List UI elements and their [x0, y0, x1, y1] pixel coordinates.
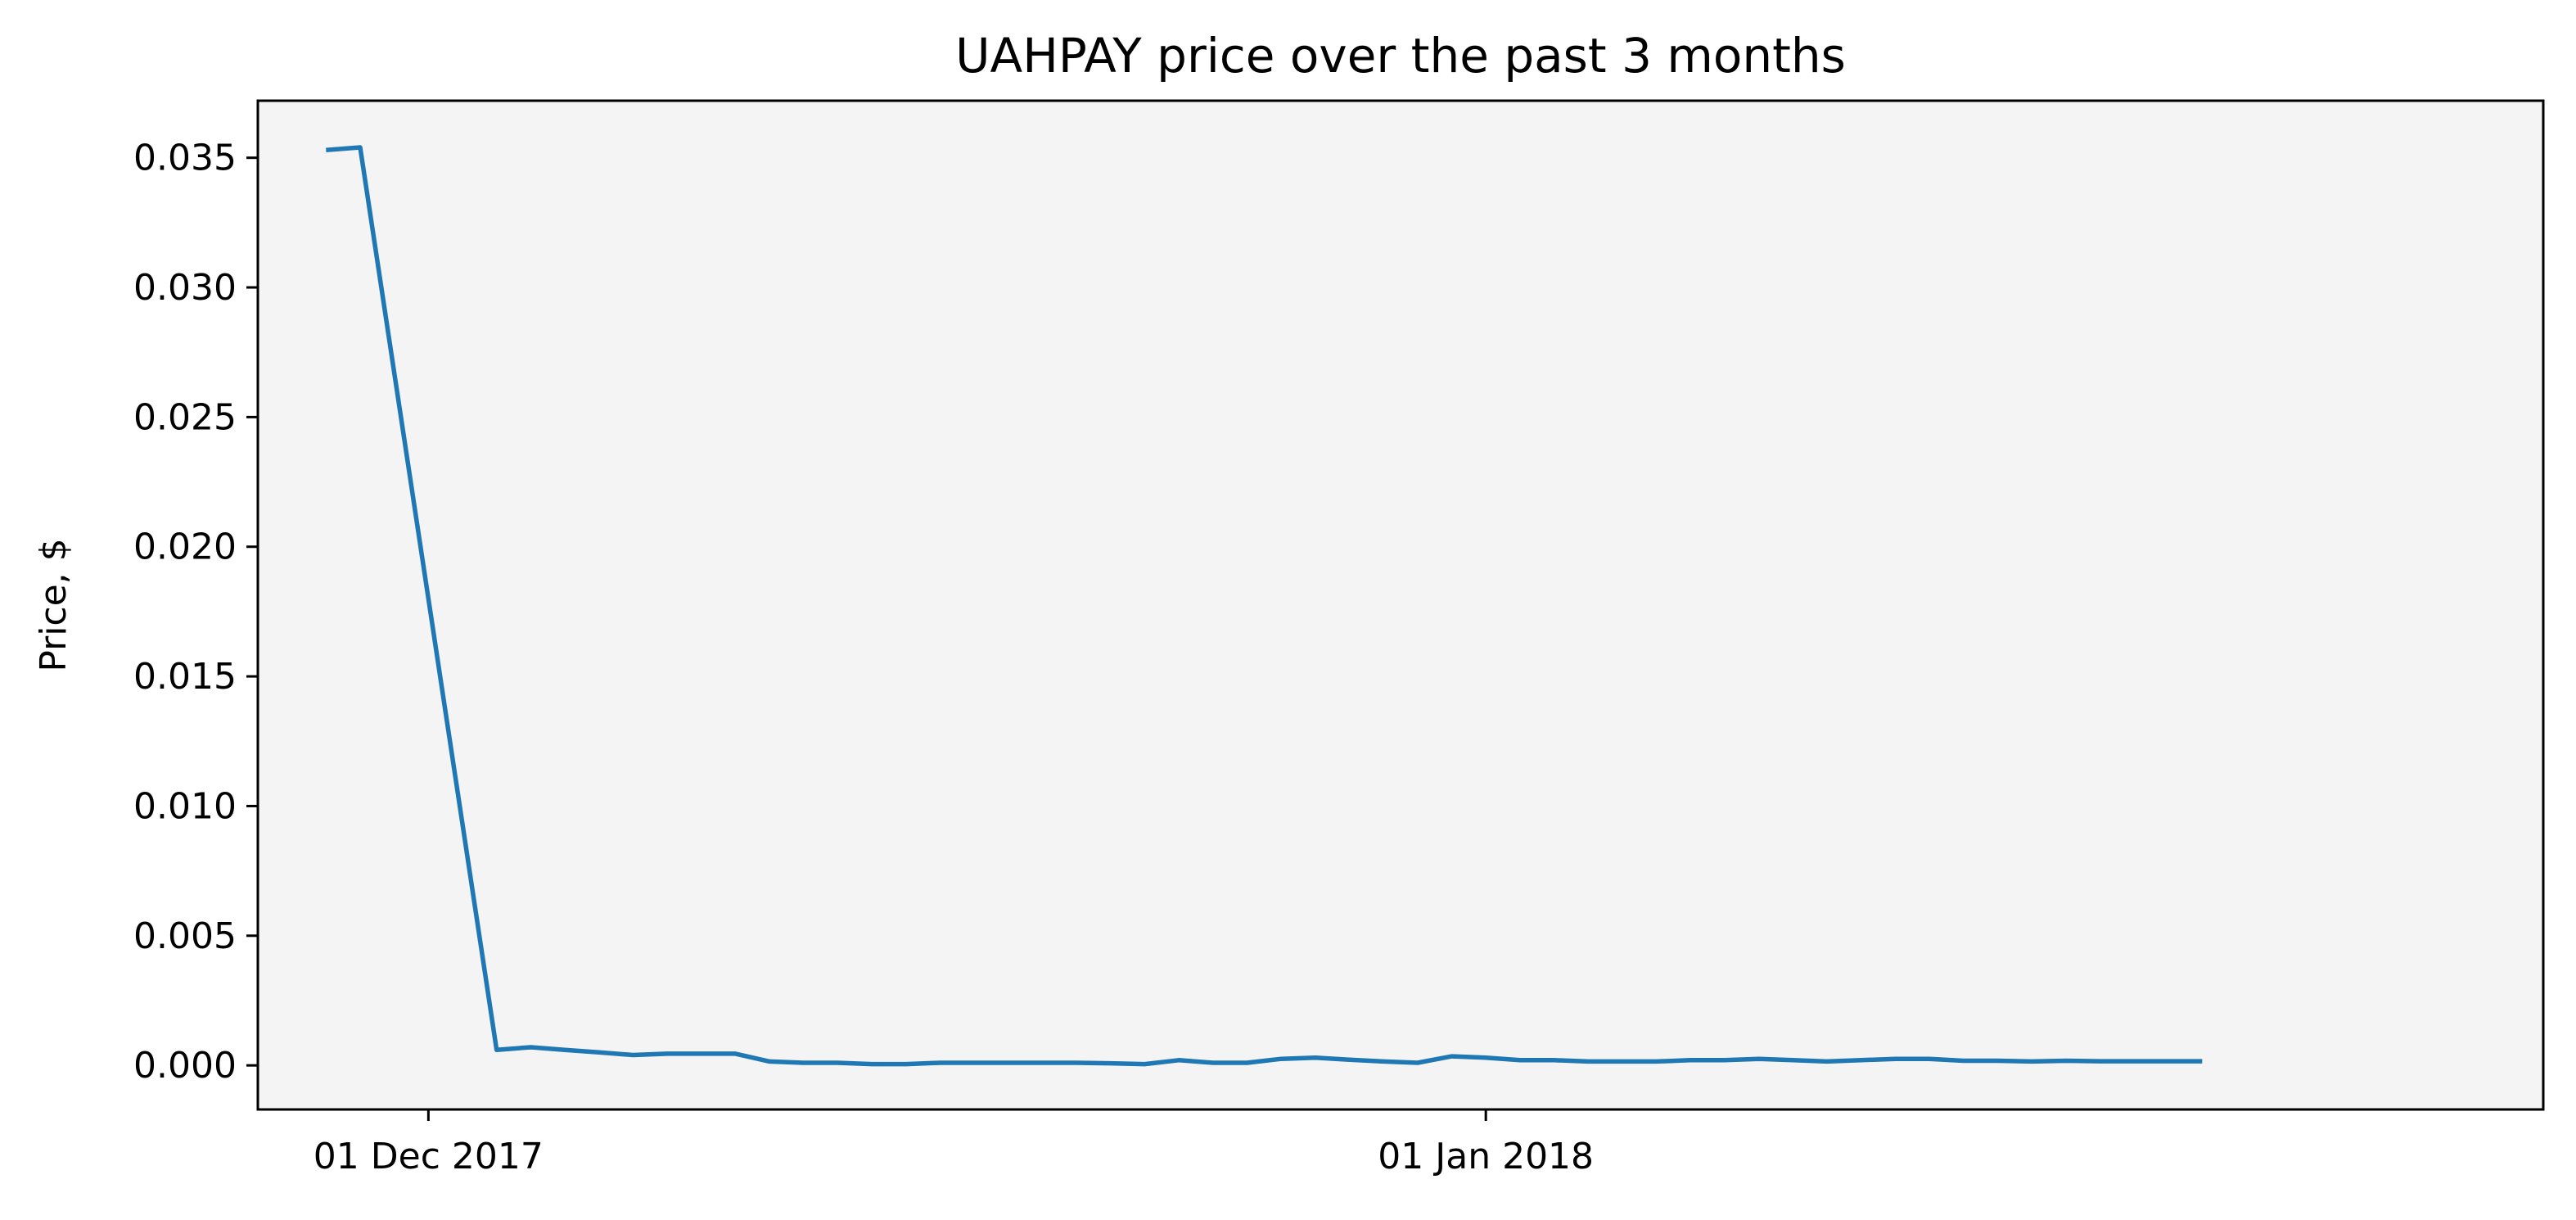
x-tick-label: 01 Jan 2018	[1378, 1136, 1594, 1177]
y-tick-label: 0.035	[133, 138, 237, 179]
y-tick-label: 0.010	[133, 785, 237, 827]
chart-title: UAHPAY price over the past 3 months	[955, 28, 1846, 84]
y-tick-label: 0.030	[133, 267, 237, 309]
plot-frame	[256, 99, 2545, 1111]
x-tick-label: 01 Dec 2017	[314, 1136, 544, 1177]
y-axis-label: Price, $	[33, 538, 74, 671]
y-tick-label: 0.005	[133, 915, 237, 957]
axis-ticks: 0.000 0.005 0.010 0.015 0.020 0.025 0.030 0.035…	[133, 138, 1594, 1177]
price-series-line	[326, 145, 2203, 1067]
y-tick-label: 0.020	[133, 526, 237, 568]
plot-background	[258, 101, 2543, 1109]
y-tick-label: 0.015	[133, 656, 237, 698]
y-tick-label: 0.000	[133, 1045, 237, 1087]
y-tick-label: 0.025	[133, 396, 237, 438]
